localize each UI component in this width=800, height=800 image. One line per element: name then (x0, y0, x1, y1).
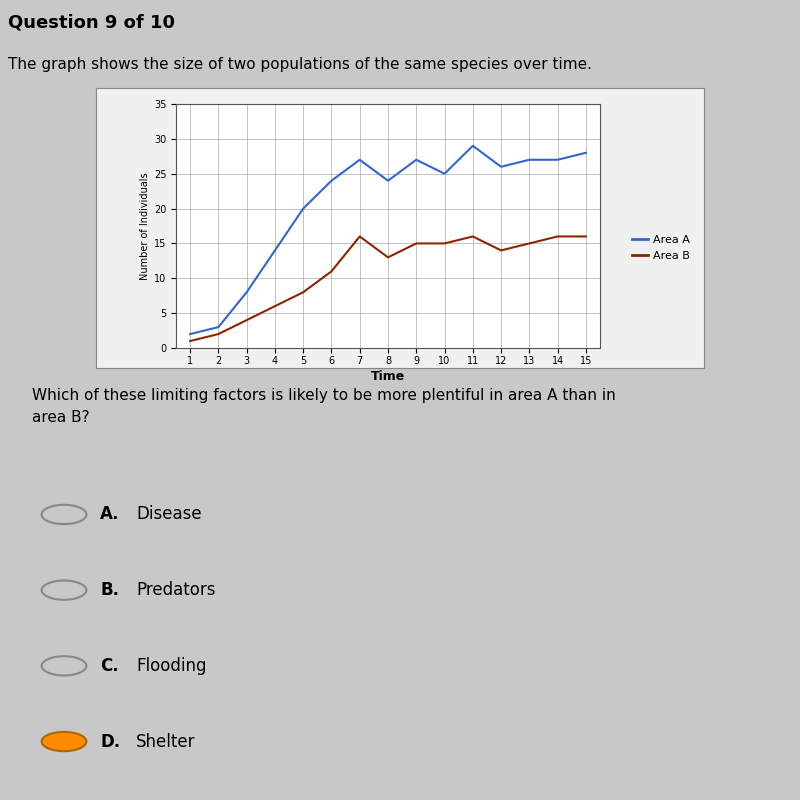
Text: Question 9 of 10: Question 9 of 10 (8, 13, 175, 31)
Text: Predators: Predators (136, 581, 215, 599)
Text: A.: A. (100, 506, 119, 523)
Text: Shelter: Shelter (136, 733, 195, 750)
Text: D.: D. (100, 733, 120, 750)
Text: The graph shows the size of two populations of the same species over time.: The graph shows the size of two populati… (8, 57, 592, 71)
Text: Flooding: Flooding (136, 657, 206, 675)
X-axis label: Time: Time (371, 370, 405, 383)
Y-axis label: Number of Individuals: Number of Individuals (140, 172, 150, 280)
Text: C.: C. (100, 657, 118, 675)
Circle shape (42, 732, 86, 751)
Text: B.: B. (100, 581, 119, 599)
Text: Which of these limiting factors is likely to be more plentiful in area A than in: Which of these limiting factors is likel… (32, 388, 616, 426)
Legend: Area A, Area B: Area A, Area B (627, 230, 694, 266)
Text: Disease: Disease (136, 506, 202, 523)
